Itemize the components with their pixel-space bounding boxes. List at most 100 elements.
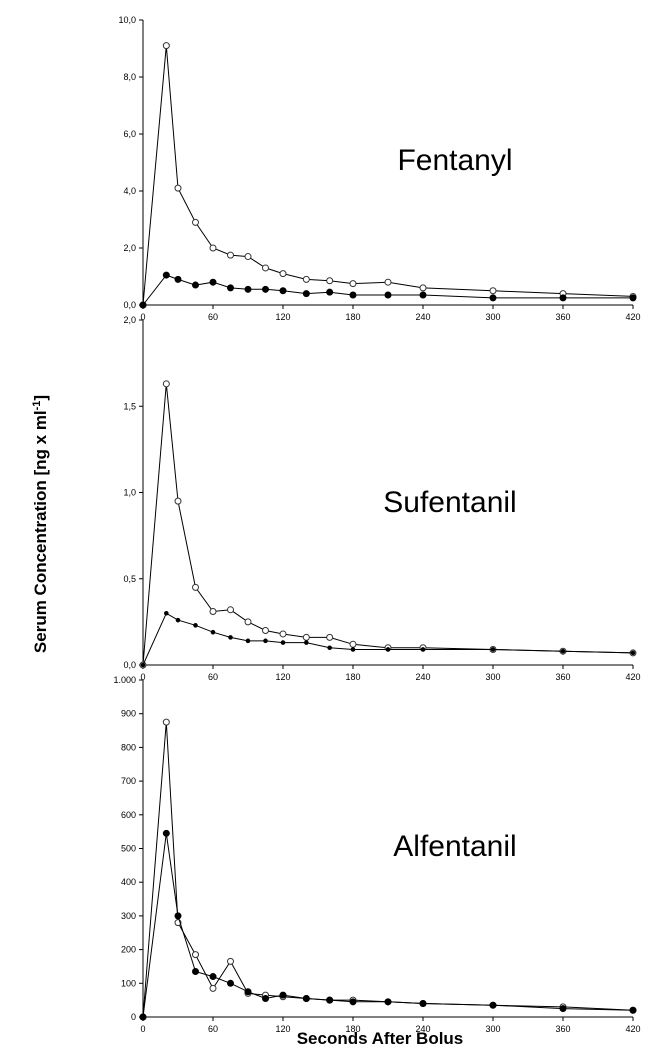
data-point: [349, 291, 357, 299]
y-tick-label: 10,0: [118, 15, 136, 25]
data-point: [209, 244, 217, 252]
data-point: [209, 278, 217, 286]
data-point: [262, 994, 269, 1002]
data-point: [420, 647, 426, 652]
data-point: [280, 640, 286, 645]
data-point: [262, 627, 269, 634]
x-tick-label: 60: [208, 672, 218, 682]
shared-y-axis-title: Serum Concentration [ng x ml-1]: [31, 395, 50, 653]
data-point: [192, 951, 199, 959]
data-point: [162, 271, 170, 279]
y-tick-label: 1,5: [123, 401, 136, 411]
x-tick-label: 420: [625, 672, 640, 682]
data-point: [559, 1005, 567, 1013]
x-tick-label: 180: [345, 1024, 360, 1034]
data-point: [140, 662, 146, 668]
x-tick-label: 420: [625, 312, 640, 322]
y-tick-label: 2,0: [123, 243, 136, 253]
data-point: [192, 968, 199, 976]
data-point: [350, 647, 356, 652]
data-point: [244, 285, 252, 293]
data-point: [139, 1013, 147, 1021]
x-tick-label: 300: [485, 312, 500, 322]
data-point: [209, 608, 217, 616]
y-tick-label: 200: [121, 945, 136, 955]
data-point: [262, 264, 269, 272]
x-tick-label: 60: [208, 312, 218, 322]
data-point: [228, 635, 233, 640]
shared-x-axis-title: Seconds After Bolus: [297, 1029, 464, 1048]
y-tick-label: 400: [121, 877, 136, 887]
data-point: [630, 650, 636, 656]
y-tick-label: 100: [121, 978, 136, 988]
data-point: [419, 284, 427, 292]
data-point: [174, 184, 182, 192]
data-point: [279, 630, 287, 638]
x-tick-label: 240: [415, 312, 430, 322]
panel-title: Fentanyl: [397, 144, 512, 177]
data-point: [302, 994, 310, 1002]
data-point: [279, 287, 287, 295]
y-tick-label: 0,0: [123, 660, 136, 670]
y-tick-label: 1.000: [113, 675, 136, 685]
data-point: [384, 278, 392, 286]
data-point: [227, 957, 234, 965]
data-point: [304, 640, 309, 645]
data-point: [263, 638, 268, 644]
y-tick-label: 2,0: [123, 315, 136, 325]
y-tick-label: 0: [131, 1012, 136, 1022]
panel-alfentanil: Alfentanil 01002003004005006007008009001…: [113, 675, 640, 1034]
data-point: [192, 281, 199, 289]
data-point: [490, 647, 496, 652]
series-line-2: [142, 833, 634, 1018]
data-point: [349, 280, 357, 288]
y-tick-label: 0,0: [123, 300, 136, 310]
data-point: [349, 998, 357, 1006]
x-tick-label: 180: [345, 672, 360, 682]
panel-title: Sufentanil: [383, 486, 516, 519]
x-tick-label: 120: [275, 1024, 290, 1034]
y-tick-label: 1,0: [123, 488, 136, 498]
data-point: [489, 287, 497, 295]
data-point: [162, 718, 170, 726]
data-point: [139, 301, 147, 309]
data-point: [227, 284, 234, 292]
data-point: [227, 979, 234, 987]
data-point: [629, 1006, 637, 1014]
data-point: [244, 618, 252, 626]
x-tick-label: 240: [415, 1024, 430, 1034]
data-point: [162, 380, 170, 388]
y-tick-label: 900: [121, 709, 136, 719]
data-point: [385, 647, 391, 652]
x-tick-label: 360: [555, 672, 570, 682]
x-tick-label: 0: [140, 1024, 145, 1034]
data-point: [302, 275, 310, 283]
data-point: [192, 583, 199, 591]
data-point: [209, 984, 217, 992]
data-point: [279, 270, 287, 278]
data-point: [209, 973, 217, 981]
x-tick-label: 0: [140, 312, 145, 322]
data-point: [559, 294, 567, 302]
x-tick-label: 360: [555, 1024, 570, 1034]
series-line-1: [142, 383, 634, 666]
x-tick-label: 0: [140, 672, 145, 682]
data-point: [384, 291, 392, 299]
panel-title: Alfentanil: [393, 830, 516, 863]
data-point: [162, 42, 170, 50]
y-tick-label: 4,0: [123, 186, 136, 196]
y-tick-label: 600: [121, 810, 136, 820]
data-point: [560, 648, 566, 654]
data-point: [164, 610, 169, 616]
data-point: [326, 996, 334, 1004]
data-point: [192, 218, 199, 226]
panel-sufentanil: Sufentanil 0,0 0,5 1,0 1,5 2,0 0 60 120 180 240 30…: [123, 315, 640, 682]
data-point: [384, 998, 392, 1006]
x-tick-label: 300: [485, 672, 500, 682]
data-point: [227, 251, 234, 259]
series-line-1: [142, 722, 634, 1018]
data-point: [244, 253, 252, 261]
data-point: [245, 638, 251, 644]
series-line-1: [142, 45, 634, 306]
data-point: [419, 1000, 427, 1008]
